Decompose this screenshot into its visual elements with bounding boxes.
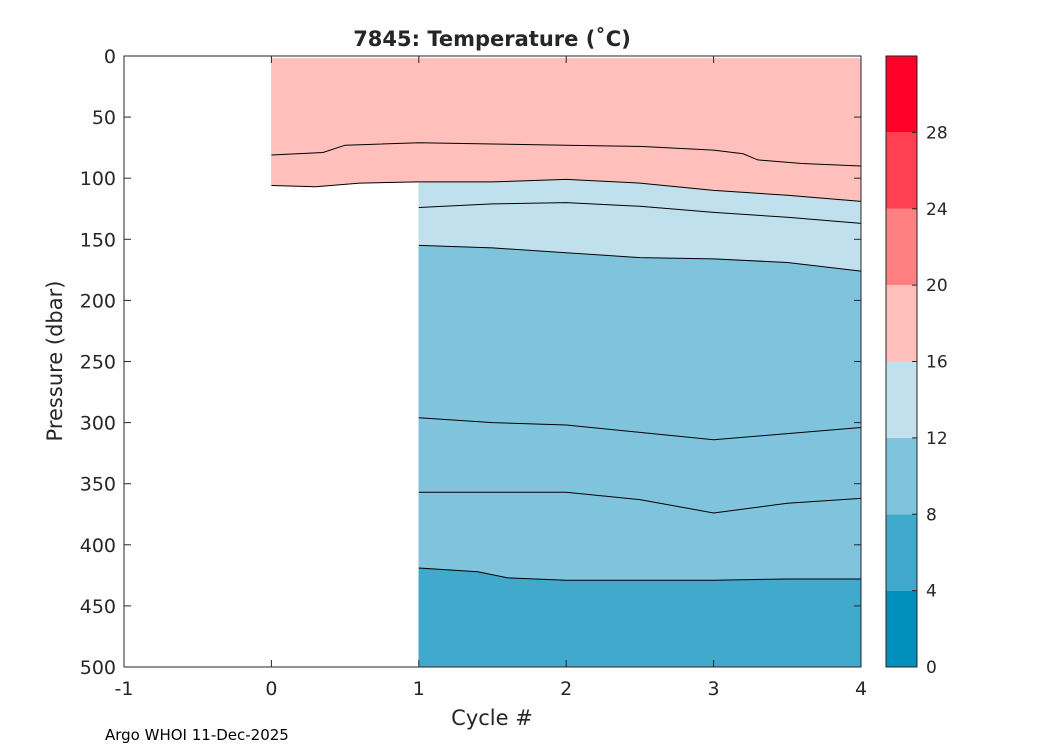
- footer-credit: Argo WHOI 11-Dec-2025: [105, 726, 289, 744]
- y-tick-label: 300: [80, 413, 116, 435]
- colorbar-tick-label: 16: [926, 353, 948, 373]
- y-axis-ticks: 0 50 100 150 200 250 300 350 400 450 500: [80, 46, 861, 679]
- y-tick-label: 100: [80, 168, 116, 190]
- colorbar-tick-label: 20: [926, 276, 948, 296]
- y-tick-label: 0: [104, 46, 116, 68]
- contour-line-layer: [271, 142, 862, 581]
- contour-line-9: [418, 491, 862, 514]
- colorbar-segment: [886, 285, 917, 362]
- contour-line-8: [418, 567, 861, 581]
- y-tick-label: 500: [80, 657, 116, 679]
- colorbar-segment: [886, 132, 917, 209]
- colorbar-tick-label: 24: [926, 200, 948, 220]
- contour-line-16: [271, 178, 862, 202]
- x-tick-label: 0: [265, 678, 277, 700]
- contour-line-14: [418, 202, 862, 224]
- y-tick-label: 50: [92, 107, 116, 129]
- colorbar-tick-label: 0: [926, 658, 937, 678]
- colorbar: 0 4 8 12 16 20 24 28: [885, 55, 948, 678]
- x-axis-label: Cycle #: [451, 706, 533, 730]
- colorbar-tick-label: 12: [926, 429, 948, 449]
- y-axis-label: Pressure (dbar): [43, 281, 67, 442]
- x-tick-label: 1: [413, 678, 425, 700]
- y-tick-label: 200: [80, 290, 116, 312]
- contour-line-12: [418, 244, 862, 272]
- colorbar-segment: [886, 56, 917, 133]
- colorbar-segment: [886, 208, 917, 286]
- y-tick-label: 400: [80, 535, 116, 557]
- colorbar-segment: [886, 361, 917, 438]
- contour-line-10: [418, 417, 862, 441]
- colorbar-segment: [886, 514, 917, 591]
- y-tick-label: 350: [80, 474, 116, 496]
- x-tick-label: 3: [708, 678, 720, 700]
- y-tick-label: 250: [80, 352, 116, 374]
- x-tick-label: 2: [560, 678, 572, 700]
- chart-title: 7845: Temperature (˚C): [353, 27, 631, 51]
- colorbar-segment: [886, 437, 917, 515]
- colorbar-segment: [886, 590, 917, 667]
- x-tick-label: 4: [855, 678, 867, 700]
- x-tick-label: -1: [115, 678, 134, 700]
- colorbar-tick-label: 4: [926, 582, 937, 602]
- contour-fill-band-8-12: [418, 245, 862, 581]
- contour-line-18: [271, 142, 862, 167]
- y-tick-label: 150: [80, 229, 116, 251]
- x-axis-ticks: -1 0 1 2 3 4: [115, 56, 867, 700]
- colorbar-tick-label: 8: [926, 505, 937, 525]
- contour-fill-layer: [271, 58, 862, 668]
- colorbar-tick-label: 28: [926, 123, 948, 143]
- contour-fill-band-4-8: [418, 567, 862, 668]
- y-tick-label: 450: [80, 596, 116, 618]
